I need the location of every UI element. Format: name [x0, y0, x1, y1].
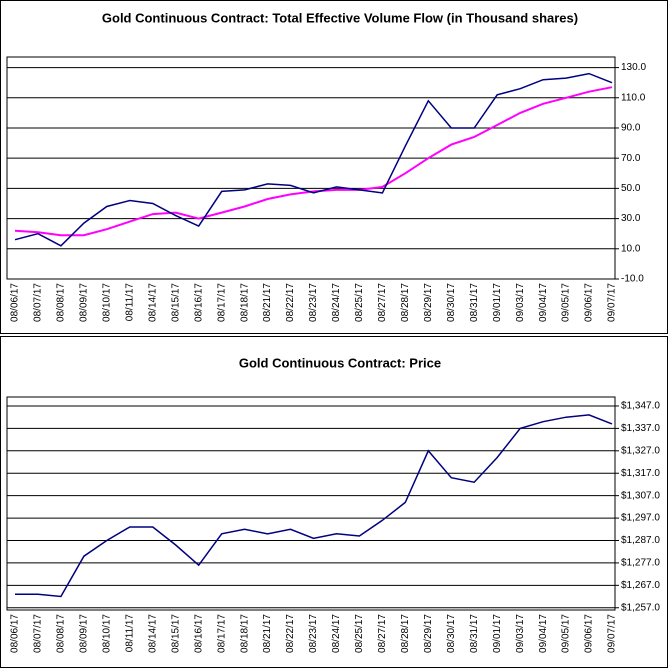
- x-tick-label: 08/07/17: [33, 283, 44, 322]
- x-tick-label: 08/07/17: [33, 614, 44, 653]
- x-tick-label: 08/15/17: [170, 614, 181, 653]
- x-tick-label: 08/17/17: [216, 283, 227, 322]
- chart-title: Gold Continuous Contract: Price: [239, 355, 441, 370]
- x-tick-label: 08/29/17: [423, 614, 434, 653]
- y-tick-label: 10.0: [621, 243, 641, 254]
- x-tick-label: 08/25/17: [354, 614, 365, 653]
- chart-title: Gold Continuous Contract: Total Effectiv…: [102, 10, 578, 25]
- x-tick-label: 08/09/17: [79, 614, 90, 653]
- plot-area: [6, 396, 616, 611]
- x-tick-label: 08/08/17: [56, 283, 67, 322]
- x-tick-label: 08/22/17: [285, 614, 296, 653]
- x-tick-label: 08/31/17: [469, 614, 480, 653]
- x-tick-label: 09/07/17: [607, 283, 618, 322]
- y-tick-label: 30.0: [621, 213, 641, 224]
- data-line: [14, 72, 613, 247]
- data-line: [15, 414, 613, 598]
- x-tick-label: 08/27/17: [377, 283, 388, 322]
- y-tick-label: 110.0: [621, 92, 646, 103]
- x-tick-label: 08/14/17: [147, 614, 158, 653]
- x-tick-label: 08/23/17: [308, 283, 319, 322]
- x-tick-label: 08/06/17: [10, 283, 21, 322]
- data-line: [14, 86, 613, 237]
- y-tick-label: 70.0: [621, 153, 641, 164]
- x-tick-label: 09/01/17: [492, 614, 503, 653]
- x-tick-label: 08/24/17: [331, 283, 342, 322]
- x-tick-label: 08/17/17: [216, 614, 227, 653]
- x-tick-label: 09/03/17: [515, 283, 526, 322]
- y-tick-label: $1,347.0: [621, 401, 660, 412]
- x-tick-label: 08/10/17: [101, 283, 112, 322]
- x-tick-label: 09/06/17: [584, 283, 595, 322]
- x-tick-label: 08/30/17: [446, 614, 457, 653]
- x-tick-label: 08/16/17: [193, 283, 204, 322]
- x-tick-label: 09/04/17: [538, 283, 549, 322]
- y-tick-label: 130.0: [621, 62, 646, 73]
- y-tick-label: $1,317.0: [621, 468, 660, 479]
- y-tick-label: $1,287.0: [621, 535, 660, 546]
- x-tick-label: 09/06/17: [584, 614, 595, 653]
- x-tick-label: 09/04/17: [538, 614, 549, 653]
- y-tick-label: $1,307.0: [621, 490, 660, 501]
- x-tick-label: 08/29/17: [423, 283, 434, 322]
- x-tick-label: 08/28/17: [400, 283, 411, 322]
- y-tick-label: $1,297.0: [621, 513, 660, 524]
- y-tick-label: $1,337.0: [621, 423, 660, 434]
- x-tick-label: 08/14/17: [147, 283, 158, 322]
- x-tick-label: 08/09/17: [79, 283, 90, 322]
- x-tick-label: 08/30/17: [446, 283, 457, 322]
- x-tick-label: 08/15/17: [170, 283, 181, 322]
- x-tick-label: 08/31/17: [469, 283, 480, 322]
- x-tick-label: 08/08/17: [56, 614, 67, 653]
- x-tick-label: 09/03/17: [515, 614, 526, 653]
- y-tick-label: $1,257.0: [621, 602, 660, 613]
- y-tick-label: 50.0: [621, 183, 641, 194]
- x-tick-label: 08/18/17: [239, 283, 250, 322]
- x-tick-label: 08/24/17: [331, 614, 342, 653]
- x-tick-label: 09/07/17: [607, 614, 618, 653]
- y-tick-label: -10.0: [621, 274, 644, 285]
- x-tick-label: 09/05/17: [561, 283, 572, 322]
- x-tick-label: 08/06/17: [10, 614, 21, 653]
- x-tick-label: 08/25/17: [354, 283, 365, 322]
- x-tick-label: 08/23/17: [308, 614, 319, 653]
- x-tick-label: 08/21/17: [262, 283, 273, 322]
- plot-area: [6, 56, 616, 280]
- x-tick-label: 08/27/17: [377, 614, 388, 653]
- x-tick-label: 09/01/17: [492, 283, 503, 322]
- y-tick-label: 90.0: [621, 123, 641, 134]
- y-tick-label: $1,327.0: [621, 445, 660, 456]
- x-tick-label: 08/16/17: [193, 614, 204, 653]
- x-tick-label: 08/28/17: [400, 614, 411, 653]
- y-tick-label: $1,267.0: [621, 580, 660, 591]
- x-tick-label: 08/11/17: [124, 614, 135, 653]
- x-tick-label: 08/18/17: [239, 614, 250, 653]
- x-tick-label: 08/21/17: [262, 614, 273, 653]
- x-tick-label: 08/22/17: [285, 283, 296, 322]
- x-tick-label: 08/11/17: [124, 283, 135, 322]
- y-tick-label: $1,277.0: [621, 558, 660, 569]
- x-tick-label: 09/05/17: [561, 614, 572, 653]
- x-tick-label: 08/10/17: [101, 614, 112, 653]
